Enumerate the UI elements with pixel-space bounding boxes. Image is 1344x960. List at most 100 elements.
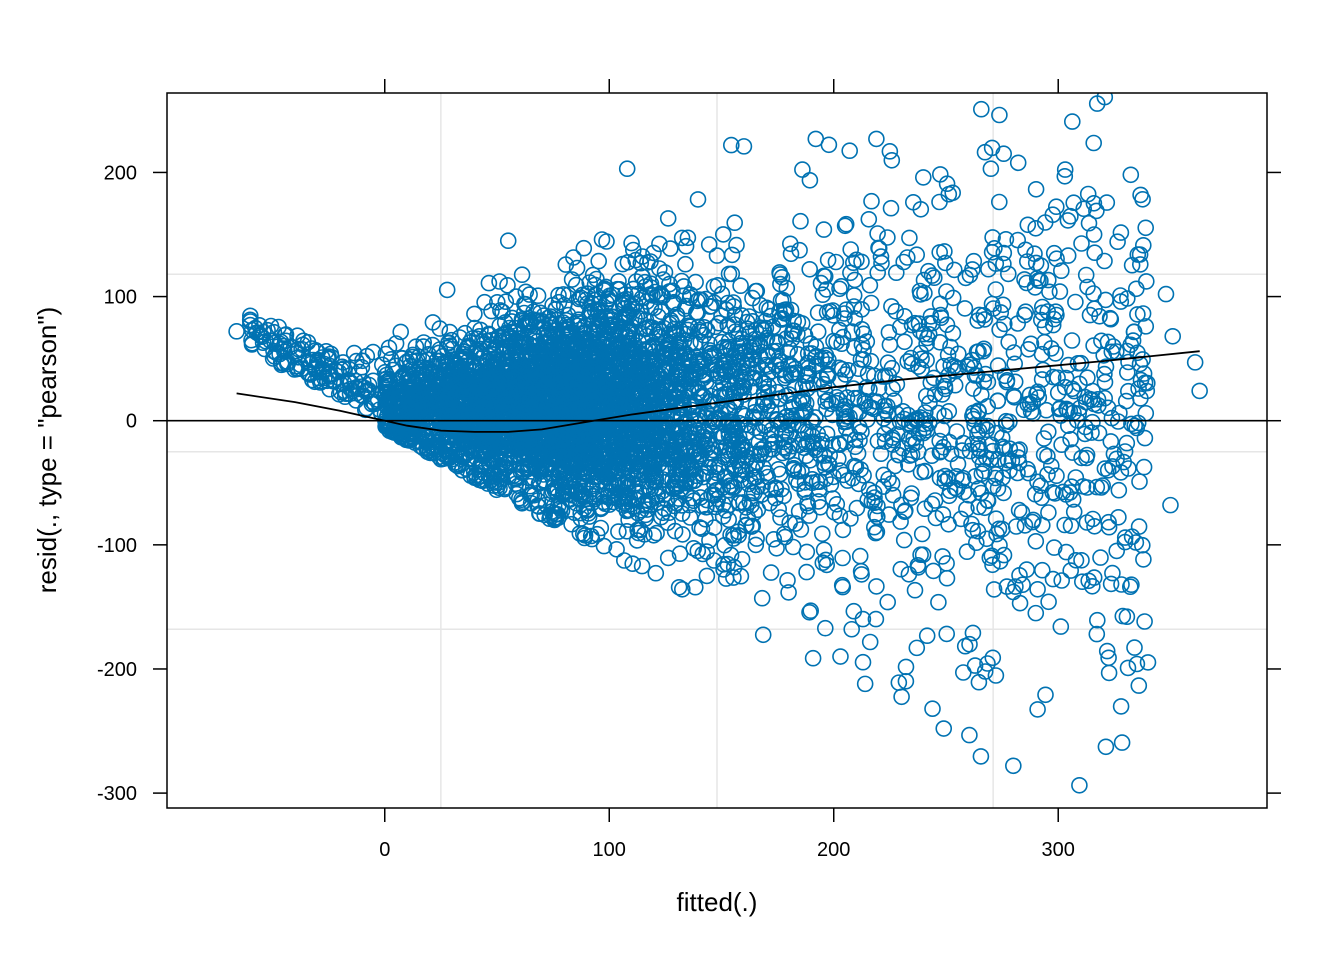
data-point [770, 500, 788, 518]
data-point [1115, 453, 1132, 471]
data-point [1015, 401, 1033, 419]
data-point [334, 354, 352, 371]
data-point [640, 318, 658, 336]
data-point [879, 593, 897, 611]
data-point [529, 287, 547, 305]
data-point [1073, 551, 1090, 569]
data-point [706, 475, 723, 493]
data-point [987, 281, 1005, 298]
data-point [623, 495, 640, 513]
data-point [441, 421, 459, 438]
data-point [1122, 578, 1139, 596]
data-point [521, 314, 539, 332]
data-point [1067, 551, 1085, 569]
data-point [768, 539, 785, 557]
data-point [912, 201, 930, 218]
data-point [1123, 576, 1140, 594]
data-point [898, 249, 916, 266]
data-point [407, 338, 425, 356]
data-point [934, 506, 952, 523]
data-point [1073, 235, 1090, 252]
data-point [819, 367, 837, 385]
data-point [895, 531, 913, 549]
data-point [918, 627, 936, 645]
data-point [948, 423, 966, 440]
data-point [1112, 293, 1130, 310]
data-point [896, 333, 913, 351]
data-point [961, 726, 978, 744]
data-point [659, 450, 676, 468]
data-point [1034, 298, 1051, 316]
data-point [791, 241, 808, 259]
data-point [1036, 333, 1053, 351]
data-point [510, 489, 528, 507]
data-point [680, 348, 697, 366]
data-point [991, 536, 1008, 554]
data-point [1086, 300, 1103, 318]
data-point [911, 322, 929, 340]
data-point [749, 501, 767, 519]
data-point [781, 235, 799, 253]
data-point [936, 243, 953, 260]
data-point [863, 192, 880, 210]
data-point [799, 345, 817, 362]
data-point [1132, 390, 1149, 407]
data-point [1079, 185, 1097, 203]
data-point [1085, 195, 1103, 212]
data-point [787, 471, 805, 489]
data-point [498, 449, 515, 467]
data-point [762, 402, 780, 420]
data-point [858, 378, 876, 396]
data-point [595, 353, 613, 371]
data-point [616, 493, 633, 510]
data-point [1028, 269, 1046, 287]
data-point [530, 312, 547, 329]
data-point [544, 403, 561, 421]
data-point [513, 491, 530, 509]
data-point [603, 308, 620, 326]
data-point [1062, 430, 1079, 448]
data-point [918, 335, 935, 353]
data-point [855, 325, 873, 343]
data-point [938, 625, 956, 643]
data-point [615, 552, 633, 569]
data-point [838, 389, 856, 406]
data-point [958, 500, 975, 518]
data-point [862, 294, 880, 312]
data-point [701, 532, 718, 549]
data-point [991, 106, 1008, 124]
data-point [1100, 518, 1118, 536]
data-point [555, 286, 572, 303]
data-point [687, 273, 704, 291]
data-point [1090, 424, 1108, 442]
data-point [976, 663, 994, 680]
data-point [995, 244, 1013, 262]
data-point [765, 530, 783, 548]
data-point [1098, 642, 1116, 660]
data-point [922, 374, 940, 391]
data-point [532, 417, 549, 435]
data-point [966, 657, 984, 674]
data-point [1001, 413, 1018, 431]
data-point [1132, 256, 1149, 273]
data-point [647, 564, 665, 582]
data-point [551, 466, 568, 484]
data-point [960, 486, 978, 504]
data-point [1022, 403, 1040, 420]
data-point [990, 520, 1008, 538]
data-point [750, 434, 768, 451]
data-point [557, 466, 575, 484]
data-point [931, 432, 949, 450]
data-point [1049, 369, 1066, 387]
data-point [987, 255, 1005, 272]
data-point [1130, 677, 1148, 694]
data-point [679, 229, 697, 247]
data-point [767, 480, 785, 498]
data-point [923, 267, 941, 284]
data-point [931, 443, 949, 461]
data-point [994, 296, 1012, 314]
data-point [995, 255, 1012, 273]
data-point [910, 315, 928, 332]
data-point [902, 349, 920, 367]
data-point [610, 523, 627, 540]
